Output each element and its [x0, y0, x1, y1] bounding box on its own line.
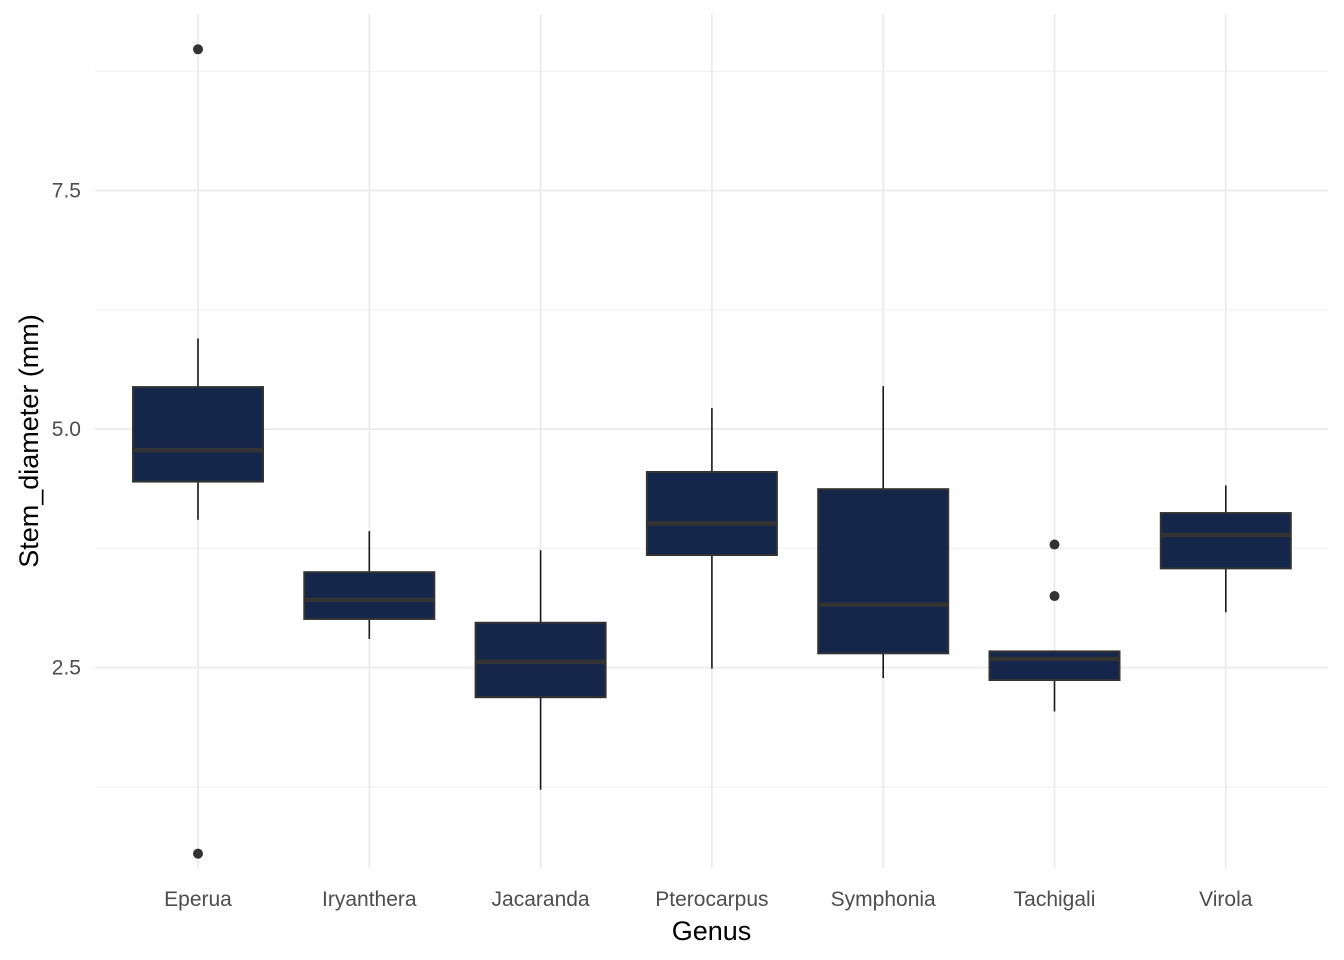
- x-tick-label: Eperua: [164, 888, 232, 911]
- outlier-point: [193, 44, 203, 55]
- y-tick-label: 7.5: [52, 180, 81, 203]
- x-tick-label: Jacaranda: [492, 888, 590, 911]
- box-pterocarpus: [645, 408, 778, 669]
- y-tick-label: 5.0: [52, 418, 81, 441]
- box-iqr: [645, 471, 778, 557]
- box-iqr: [132, 386, 264, 483]
- box-virola: [1159, 485, 1292, 613]
- y-tick-labels: 2.5 5.0 7.5: [52, 180, 81, 680]
- outlier-point: [1049, 591, 1060, 602]
- box-eperua: [132, 44, 264, 859]
- x-tick-label: Pterocarpus: [655, 888, 768, 911]
- box-iryanthera: [303, 531, 436, 639]
- outlier-point: [1049, 539, 1060, 550]
- x-tick-label: Virola: [1199, 888, 1253, 911]
- y-tick-label: 2.5: [52, 657, 81, 680]
- x-axis-title: Genus: [672, 916, 752, 946]
- boxes: [132, 44, 1292, 859]
- outlier-point: [193, 848, 203, 859]
- x-tick-label: Iryanthera: [322, 888, 417, 911]
- box-jacaranda: [474, 550, 607, 790]
- x-tick-label: Tachigali: [1014, 888, 1096, 911]
- box-iqr: [988, 650, 1121, 682]
- box-iqr: [817, 488, 950, 655]
- box-iqr: [303, 571, 436, 620]
- box-iqr: [1159, 512, 1292, 570]
- x-tick-labels: Eperua Iryanthera Jacaranda Pterocarpus Symp…: [164, 888, 1253, 911]
- box-symphonia: [817, 386, 950, 679]
- y-axis-title: Stem_diameter (mm): [14, 314, 44, 568]
- x-tick-label: Symphonia: [831, 888, 936, 911]
- box-tachigali: [988, 539, 1121, 712]
